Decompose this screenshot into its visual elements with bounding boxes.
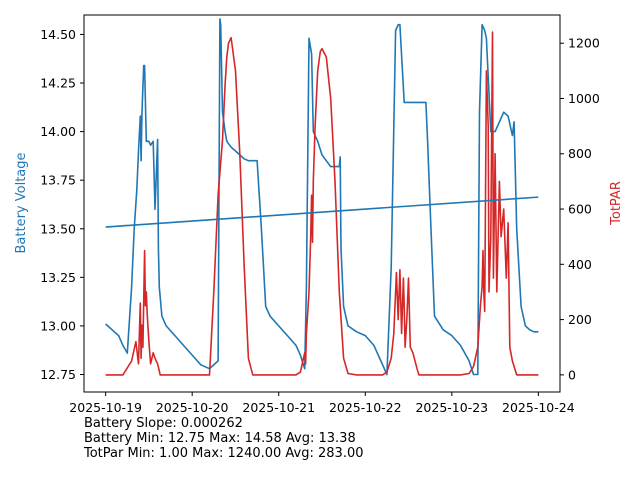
- y-left-tick-label: 14.25: [40, 76, 76, 91]
- y-axis-right: 0 200 400 600 800 1000 1200: [560, 36, 600, 382]
- series-layer: [105, 18, 539, 376]
- stats-block: Battery Slope: 0.000262 Battery Min: 12.7…: [84, 416, 364, 461]
- x-tick-label: 2025-10-23: [415, 400, 488, 415]
- y-left-tick-label: 13.25: [40, 270, 76, 285]
- y-right-tick-label: 0: [568, 367, 576, 382]
- totpar-stats-text: TotPar Min: 1.00 Max: 1240.00 Avg: 283.0…: [84, 446, 364, 461]
- x-tick-label: 2025-10-21: [242, 400, 315, 415]
- y-left-tick-label: 13.50: [40, 221, 76, 236]
- battery-slope-text: Battery Slope: 0.000262: [84, 416, 243, 431]
- y-axis-left-label: Battery Voltage: [14, 152, 29, 253]
- y-right-tick-label: 400: [568, 257, 592, 272]
- y-axis-right-label: TotPAR: [609, 181, 624, 226]
- plot-frame: [83, 14, 561, 393]
- y-left-tick-label: 12.75: [40, 367, 76, 382]
- y-right-tick-label: 800: [568, 146, 592, 161]
- y-right-tick-label: 200: [568, 312, 592, 327]
- series-line-totpar: [105, 31, 539, 376]
- y-axis-left: 12.75 13.00 13.25 13.50 13.75 14.00 14.25 14.50: [40, 27, 84, 382]
- x-tick-label: 2025-10-20: [156, 400, 229, 415]
- y-left-tick-label: 14.50: [40, 27, 76, 42]
- x-tick-label: 2025-10-24: [502, 400, 575, 415]
- y-left-tick-label: 14.00: [40, 124, 76, 139]
- y-right-tick-label: 1200: [568, 36, 600, 51]
- y-right-tick-label: 600: [568, 202, 592, 217]
- x-tick-label: 2025-10-22: [329, 400, 402, 415]
- battery-stats-text: Battery Min: 12.75 Max: 14.58 Avg: 13.38: [84, 431, 356, 446]
- x-tick-label: 2025-10-19: [69, 400, 142, 415]
- y-right-tick-label: 1000: [568, 91, 600, 106]
- y-left-tick-label: 13.75: [40, 173, 76, 188]
- battery-trend-line: [105, 196, 539, 228]
- series-line-battery-voltage: [105, 18, 539, 376]
- y-left-tick-label: 13.00: [40, 318, 76, 333]
- x-axis: 2025-10-19 2025-10-20 2025-10-21 2025-10-22…: [69, 392, 575, 415]
